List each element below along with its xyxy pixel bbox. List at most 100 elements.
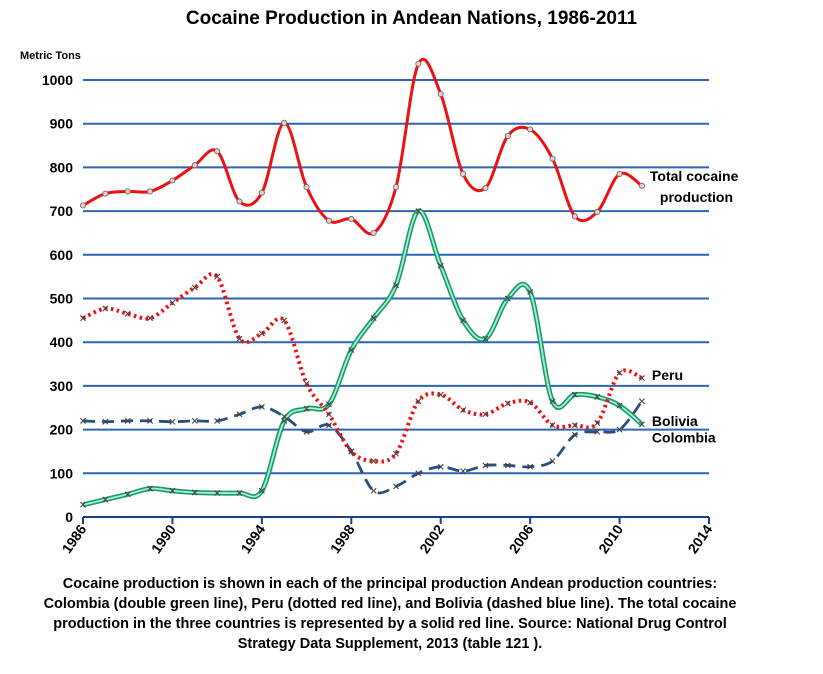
data-point <box>102 496 109 503</box>
data-point <box>191 284 198 291</box>
marker-stroke <box>102 418 109 425</box>
series-line-inner-colombia <box>82 210 643 506</box>
y-axis-unit-label: Metric Tons <box>20 50 81 62</box>
chart-title: Cocaine Production in Andean Nations, 19… <box>185 8 638 29</box>
data-point <box>571 391 578 398</box>
data-point <box>102 305 109 312</box>
data-point <box>169 299 176 306</box>
marker-stroke <box>527 288 534 295</box>
marker-stroke <box>549 422 556 429</box>
data-point <box>594 428 601 435</box>
marker-stroke <box>415 398 422 405</box>
x-tick-label: 1990 <box>148 521 179 556</box>
marker-stroke <box>325 411 332 418</box>
marker-stroke <box>594 428 601 435</box>
series-label-colombia: Colombia <box>652 429 716 445</box>
data-point <box>527 288 534 295</box>
marker-stroke <box>460 468 467 475</box>
data-point <box>214 148 221 155</box>
data-point <box>147 417 154 424</box>
marker-stroke <box>169 299 176 306</box>
marker-stroke <box>325 401 332 408</box>
data-point <box>527 126 534 133</box>
marker-stroke <box>169 487 176 494</box>
marker-stroke <box>169 418 176 425</box>
marker-stroke <box>638 421 645 428</box>
data-point <box>571 431 578 438</box>
marker-stroke <box>616 369 623 376</box>
data-point <box>393 282 399 289</box>
y-tick-label: 300 <box>50 378 74 394</box>
data-point <box>191 489 198 496</box>
data-point <box>460 406 467 413</box>
data-point <box>415 208 422 215</box>
x-tick-label: 1998 <box>327 521 358 556</box>
marker-stroke <box>393 483 399 490</box>
marker-stroke <box>549 458 556 465</box>
data-point <box>482 184 489 191</box>
data-point <box>169 177 176 184</box>
marker-stroke <box>437 262 444 269</box>
data-point <box>638 421 645 428</box>
marker-stroke <box>482 411 489 418</box>
marker-stroke <box>281 317 288 324</box>
data-point <box>281 413 288 420</box>
marker-stroke <box>504 462 511 469</box>
data-point <box>236 489 243 496</box>
data-point <box>370 487 377 494</box>
data-point <box>258 330 265 337</box>
data-point <box>236 198 243 205</box>
data-point <box>169 418 176 425</box>
data-point <box>616 170 623 178</box>
marker-stroke <box>504 400 511 407</box>
series-line-bolivia <box>82 400 644 495</box>
data-point <box>303 405 310 412</box>
data-point <box>325 422 332 429</box>
marker-stroke <box>214 489 221 496</box>
series-peru: Peru <box>80 272 683 465</box>
data-point <box>236 411 243 418</box>
data-point <box>147 485 154 492</box>
data-point <box>437 90 444 98</box>
figure-caption: Cocaine production is shown in each of t… <box>43 576 737 652</box>
series-line-total-cocaine-production <box>82 57 643 236</box>
data-point <box>80 315 86 322</box>
marker-stroke <box>124 417 131 424</box>
data-point <box>79 202 87 209</box>
data-point <box>124 188 131 195</box>
data-point <box>102 418 109 425</box>
series-label-total-cocaine-production: production <box>660 189 733 205</box>
y-tick-label: 0 <box>65 509 73 525</box>
marker-stroke <box>303 405 310 412</box>
y-tick-label: 200 <box>50 422 74 438</box>
marker-stroke <box>482 462 489 469</box>
marker-stroke <box>616 426 623 433</box>
marker-stroke <box>348 448 355 455</box>
data-point <box>102 190 109 197</box>
data-point <box>415 398 422 405</box>
data-point <box>482 411 489 418</box>
marker-stroke <box>482 335 489 342</box>
data-point <box>303 428 310 435</box>
data-point <box>214 489 221 496</box>
marker-stroke <box>258 403 265 410</box>
x-tick-label: 2014 <box>684 521 715 556</box>
data-point <box>504 400 511 407</box>
marker-stroke <box>527 463 534 470</box>
data-point <box>124 491 131 498</box>
data-point <box>504 462 511 469</box>
data-point <box>549 155 556 162</box>
data-point <box>594 393 601 400</box>
series-label-peru: Peru <box>652 367 683 383</box>
data-point <box>348 215 355 223</box>
data-point <box>638 182 645 189</box>
marker-stroke <box>124 310 131 317</box>
data-point <box>460 317 467 324</box>
marker-stroke <box>437 391 444 398</box>
marker-stroke <box>370 487 377 494</box>
data-point <box>303 380 310 387</box>
marker-stroke <box>393 282 399 289</box>
data-point <box>281 119 288 126</box>
data-point <box>370 458 377 465</box>
marker-stroke <box>80 501 86 508</box>
